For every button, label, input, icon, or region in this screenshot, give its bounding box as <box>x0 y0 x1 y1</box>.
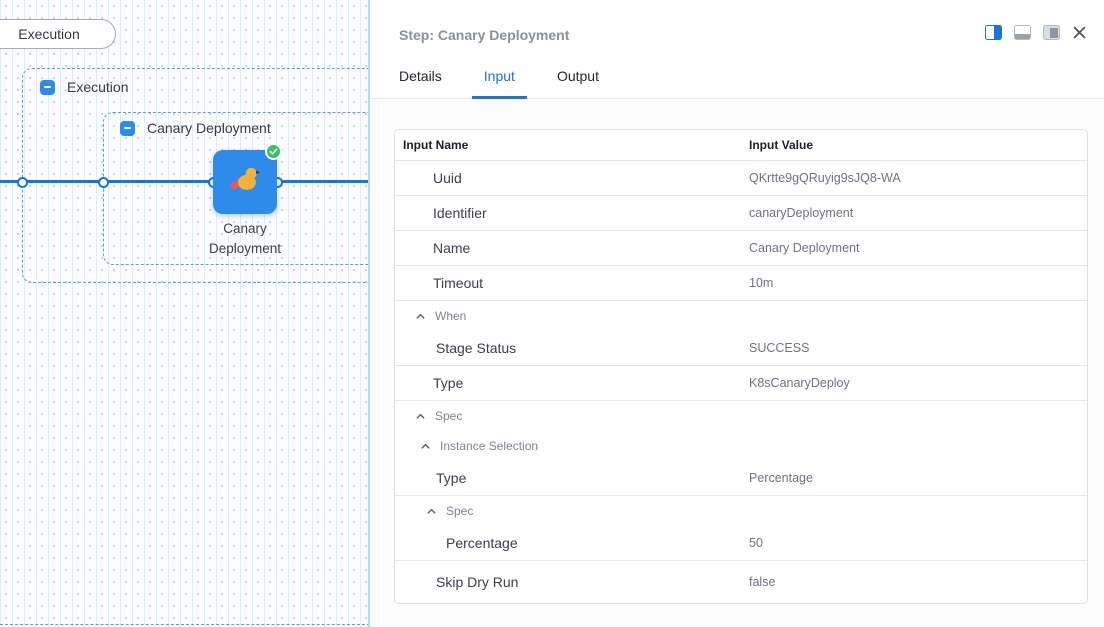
group-name: Spec <box>446 504 474 518</box>
tab-details[interactable]: Details <box>399 68 442 84</box>
table-row: Percentage 50 <box>395 526 1087 561</box>
step-details-panel: Step: Canary Deployment Details Input Ou… <box>370 0 1104 627</box>
panel-actions <box>985 25 1086 40</box>
row-value: canaryDeployment <box>749 206 854 220</box>
column-header-input-name: Input Name <box>403 138 469 152</box>
collapse-minus-icon[interactable] <box>40 79 55 95</box>
input-table-header: Input Name Input Value <box>395 130 1087 161</box>
row-value: K8sCanaryDeploy <box>749 376 850 390</box>
row-value: false <box>749 575 776 589</box>
row-value: QKrtte9gQRuyig9sJQ8-WA <box>749 171 901 185</box>
tab-input[interactable]: Input <box>471 68 528 99</box>
canary-group-boundary <box>103 112 370 265</box>
chevron-up-icon[interactable] <box>426 506 437 517</box>
table-group-row[interactable]: Spec <box>395 401 1087 431</box>
canary-group-header: Canary Deployment <box>120 120 271 136</box>
split-right-view-icon[interactable] <box>985 25 1002 40</box>
table-row: Identifier canaryDeployment <box>395 196 1087 231</box>
row-name: Name <box>433 240 471 256</box>
stage-boundary-bottom <box>0 624 370 625</box>
chevron-up-icon[interactable] <box>415 411 426 422</box>
row-value: Canary Deployment <box>749 241 860 255</box>
chevron-up-icon[interactable] <box>415 311 426 322</box>
table-row: Name Canary Deployment <box>395 231 1087 266</box>
table-group-row[interactable]: Spec <box>395 496 1087 526</box>
collapse-minus-icon[interactable] <box>120 120 135 136</box>
row-name: Skip Dry Run <box>436 574 519 590</box>
row-name: Type <box>433 375 464 391</box>
panel-title: Step: Canary Deployment <box>399 27 570 43</box>
tab-output[interactable]: Output <box>556 68 599 84</box>
stage-tab-execution[interactable]: Execution <box>0 19 116 49</box>
connector-port <box>97 176 109 188</box>
input-table-card: Input Name Input Value Uuid QKrtte9gQRuy… <box>394 129 1088 604</box>
row-name: Identifier <box>433 205 487 221</box>
row-value: 50 <box>749 536 763 550</box>
execution-group-header: Execution <box>40 79 128 95</box>
table-row: Stage Status SUCCESS <box>395 331 1087 366</box>
table-group-row[interactable]: When <box>395 301 1087 331</box>
canary-deployment-node[interactable] <box>213 143 282 214</box>
row-name: Stage Status <box>436 340 517 356</box>
panel-header: Step: Canary Deployment <box>370 0 1104 52</box>
success-check-icon <box>265 143 282 160</box>
execution-flow-line <box>0 180 368 183</box>
table-row: Skip Dry Run false <box>395 561 1087 603</box>
connector-port <box>16 176 28 188</box>
input-tab-content: Input Name Input Value Uuid QKrtte9gQRuy… <box>370 99 1104 627</box>
table-row: Uuid QKrtte9gQRuyig9sJQ8-WA <box>395 161 1087 196</box>
row-name: Type <box>436 470 467 486</box>
table-row: Type Percentage <box>395 461 1087 496</box>
row-name: Percentage <box>446 535 518 551</box>
right-view-icon[interactable] <box>1043 25 1060 40</box>
table-row: Type K8sCanaryDeploy <box>395 366 1087 401</box>
canary-bird-icon <box>226 161 264 204</box>
input-table-body: Uuid QKrtte9gQRuyig9sJQ8-WA Identifier c… <box>395 161 1087 603</box>
close-icon[interactable] <box>1072 26 1086 40</box>
node-label: Canary Deployment <box>208 221 282 256</box>
panel-resize-handle[interactable] <box>368 0 370 627</box>
execution-group-label: Execution <box>67 79 129 95</box>
panel-tabbar: Details Input Output <box>370 52 1104 99</box>
table-row: Timeout 10m <box>395 266 1087 301</box>
row-value: Percentage <box>749 471 813 485</box>
canary-group-label: Canary Deployment <box>147 120 271 136</box>
bottom-view-icon[interactable] <box>1014 25 1031 40</box>
group-name: When <box>435 309 467 323</box>
table-group-row[interactable]: Instance Selection <box>395 431 1087 461</box>
stage-tab-label: Execution <box>18 26 80 42</box>
group-name: Spec <box>435 409 463 423</box>
execution-group-boundary <box>22 68 370 283</box>
group-name: Instance Selection <box>440 439 539 453</box>
row-name: Uuid <box>433 170 462 186</box>
column-header-input-value: Input Value <box>749 138 814 152</box>
pipeline-canvas[interactable]: Execution Execution Canary Deployment <box>0 0 370 627</box>
row-value: 10m <box>749 276 774 290</box>
row-value: SUCCESS <box>749 341 810 355</box>
chevron-up-icon[interactable] <box>420 441 431 452</box>
row-name: Timeout <box>433 275 484 291</box>
